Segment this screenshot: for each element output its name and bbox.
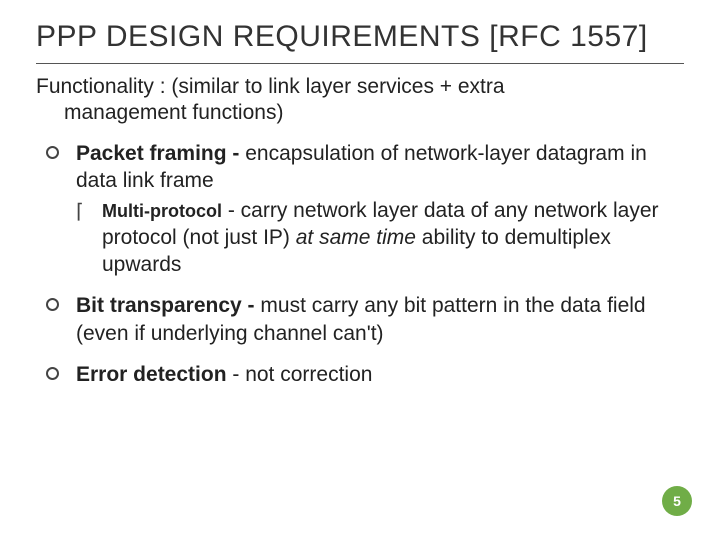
sub-dash: -: [222, 199, 241, 222]
title-seg-5: [RFC 1557]: [489, 20, 647, 53]
title-seg-2: ESIGN: [128, 20, 224, 53]
bullet-dash: -: [227, 363, 246, 386]
title-seg-sp1: [224, 20, 233, 53]
title-seg-3: R: [233, 20, 255, 53]
list-item: Packet framing - encapsulation of networ…: [36, 140, 684, 278]
slide-title: PPP DESIGN REQUIREMENTS [RFC 1557]: [36, 20, 684, 55]
slide-container: PPP DESIGN REQUIREMENTS [RFC 1557] Funct…: [0, 0, 720, 540]
list-item: Error detection - not correction: [36, 361, 684, 388]
subtitle-line-1: Functionality : (similar to link layer s…: [36, 75, 505, 98]
page-number-badge: 5: [662, 486, 692, 516]
sub-lead: Multi-protocol: [102, 201, 222, 221]
title-seg-sp2: [480, 20, 489, 53]
sub-list-item: ⌈ Multi-protocol - carry network layer d…: [76, 197, 684, 279]
list-item: Bit transparency - must carry any bit pa…: [36, 292, 684, 347]
script-bullet-icon: ⌈: [76, 199, 84, 225]
subtitle-line-2: management functions): [36, 100, 684, 126]
page-number: 5: [673, 493, 681, 509]
hollow-circle-icon: [46, 146, 59, 159]
bullet-lead: Packet framing -: [76, 142, 245, 165]
title-divider: [36, 63, 684, 64]
bullet-rest: not correction: [245, 363, 372, 386]
hollow-circle-icon: [46, 298, 59, 311]
sub-list: ⌈ Multi-protocol - carry network layer d…: [76, 197, 684, 279]
sub-italic: at same time: [296, 226, 416, 249]
title-seg-4: EQUIREMENTS: [255, 20, 481, 53]
hollow-circle-icon: [46, 367, 59, 380]
bullet-lead: Error detection: [76, 363, 227, 386]
bullet-lead: Bit transparency -: [76, 294, 260, 317]
subtitle: Functionality : (similar to link layer s…: [36, 74, 684, 127]
bullet-list: Packet framing - encapsulation of networ…: [36, 140, 684, 388]
title-seg-1: PPP D: [36, 20, 128, 53]
